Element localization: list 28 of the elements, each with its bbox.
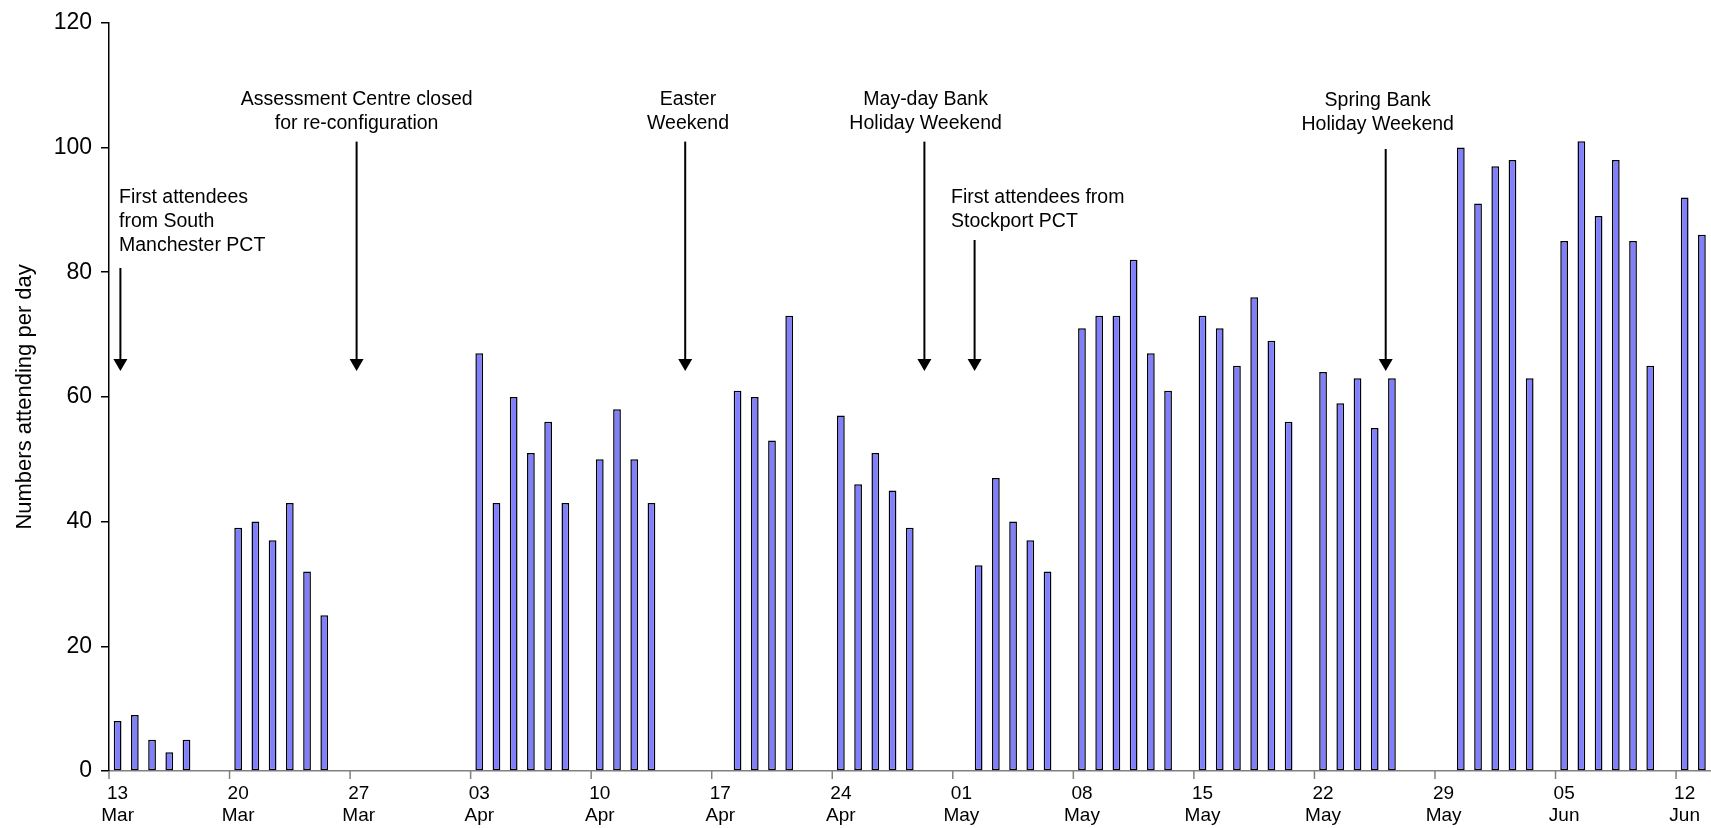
annotation: Assessment Centre closed for re-configuration xyxy=(240,86,473,133)
x-tick-label: 10 Apr xyxy=(585,781,616,826)
x-tick-label: 05 Jun xyxy=(1548,781,1580,826)
x-tick-label: 12 Jun xyxy=(1669,781,1700,826)
annotation: Spring Bank Holiday Weekend xyxy=(1301,87,1454,134)
x-tick-label: 29 May xyxy=(1425,781,1463,826)
x-tick-label: 27 Mar xyxy=(342,781,376,826)
y-tick-label: 120 xyxy=(53,8,92,35)
y-tick-label: 40 xyxy=(66,506,92,533)
annotation: First attendees from South Manchester PCT xyxy=(119,185,266,256)
y-tick-label: 0 xyxy=(79,756,92,783)
x-tick-label: 08 May xyxy=(1064,781,1101,826)
x-tick-label: 24 Apr xyxy=(826,781,857,826)
annotation: First attendees from Stockport PCT xyxy=(951,185,1125,232)
x-tick-label: 01 May xyxy=(943,781,980,826)
y-tick-label: 60 xyxy=(66,382,92,409)
y-tick-label: 80 xyxy=(66,257,92,284)
x-tick-label: 15 May xyxy=(1184,781,1221,826)
annotation: May-day Bank Holiday Weekend xyxy=(849,86,1002,133)
x-tick-label: 03 Apr xyxy=(464,781,495,826)
x-tick-label: 17 Apr xyxy=(705,781,736,826)
x-tick-label: 22 May xyxy=(1305,781,1342,826)
x-tick-label: 20 Mar xyxy=(221,781,256,826)
y-axis-title: Numbers attending per day xyxy=(11,264,37,530)
annotation: Easter Weekend xyxy=(646,86,730,133)
x-tick-label: 13 Mar xyxy=(101,781,135,826)
y-tick-label: 20 xyxy=(66,631,92,658)
y-tick-label: 100 xyxy=(53,132,92,159)
